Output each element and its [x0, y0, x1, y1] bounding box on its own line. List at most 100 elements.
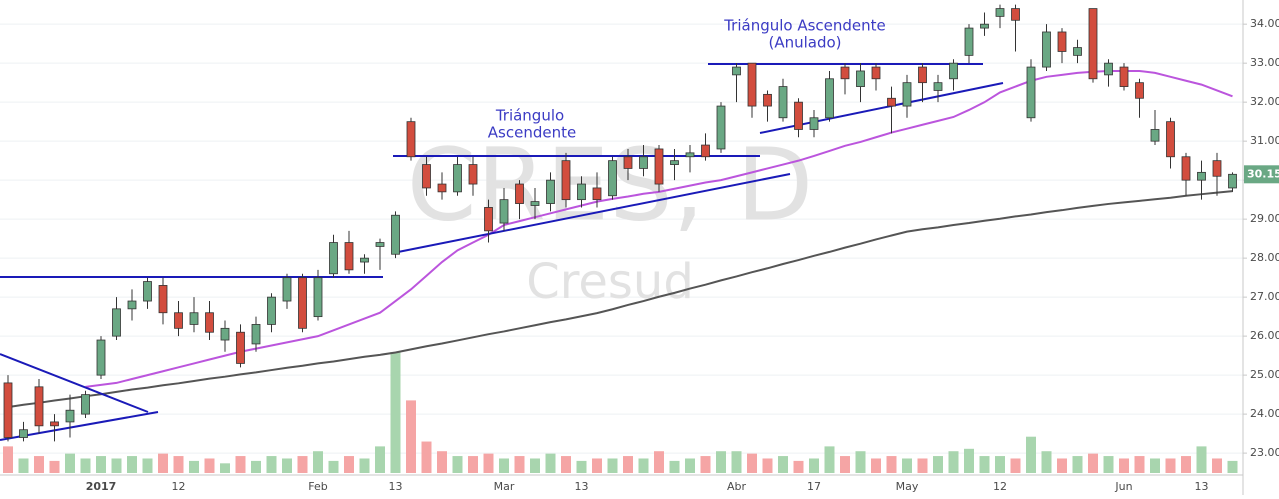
volume-bar [824, 446, 835, 473]
volume-bar [979, 456, 990, 473]
volume-bar [576, 460, 587, 473]
candle-body [670, 160, 679, 165]
volume-bar [468, 456, 478, 473]
y-tick-label: 31.00 [1250, 134, 1279, 147]
candle-body [251, 324, 261, 345]
candle-body [344, 242, 354, 271]
volume-bar [452, 456, 463, 473]
candle-body [468, 164, 478, 185]
candle-body [639, 156, 648, 169]
candle-body [3, 382, 13, 438]
candle-body [282, 277, 292, 302]
volume-bar [778, 456, 788, 473]
volume-bar [127, 456, 137, 473]
last-price-label: 30.15 [1247, 167, 1279, 180]
volume-bar [189, 460, 199, 473]
volume-bar [917, 458, 928, 473]
volume-bar [1119, 458, 1129, 473]
x-tick-label: Abr [727, 480, 747, 493]
volume-bar [220, 463, 230, 473]
y-tick-label: 34.00 [1250, 17, 1279, 30]
candle-body [949, 62, 958, 80]
candle-body [81, 394, 90, 415]
volume-bar [3, 446, 13, 473]
volume-bar [607, 458, 618, 473]
volume-bar [592, 458, 602, 473]
volume-bar [344, 456, 354, 473]
volume-bar [948, 451, 959, 473]
candle-body [19, 429, 28, 438]
candle-body [1181, 156, 1191, 181]
volume-bar [313, 451, 323, 473]
volume-bar [96, 456, 106, 473]
y-tick-label: 25.00 [1250, 368, 1279, 381]
volume-bar [328, 460, 339, 473]
candle-body [747, 62, 757, 107]
candle-body [561, 160, 571, 201]
candle-body [143, 281, 152, 302]
volume-bar [995, 456, 1005, 473]
x-tick-label: 17 [807, 480, 821, 493]
volume-bar [685, 458, 695, 473]
volume-bar [158, 453, 168, 473]
candle-body [1166, 121, 1175, 158]
candle-body [778, 86, 788, 119]
candle-body [515, 183, 524, 204]
y-tick-label: 27.00 [1250, 290, 1279, 303]
watermark-subtitle: Cresud [526, 254, 694, 310]
volume-bar [1212, 458, 1222, 473]
volume-bar [886, 456, 897, 473]
volume-bar [840, 456, 850, 473]
volume-bar [375, 446, 385, 473]
candle-body [887, 97, 896, 107]
y-tick-label: 23.00 [1250, 446, 1279, 459]
annotation: Triángulo [495, 107, 564, 125]
volume-bar [49, 460, 60, 473]
volume-bar [623, 456, 633, 473]
candle-body [34, 386, 44, 427]
volume-bar [80, 458, 91, 473]
volume-bar [251, 460, 261, 473]
candle-body [1119, 66, 1129, 87]
volume-bar [530, 458, 540, 473]
x-tick-label: 12 [172, 480, 186, 493]
candle-body [654, 148, 664, 185]
y-tick-label: 33.00 [1250, 56, 1279, 69]
volume-bar [499, 458, 509, 473]
moving-averages [7, 69, 1233, 409]
volume-bar [406, 400, 416, 473]
candle-body [329, 242, 338, 275]
candle-body [406, 121, 416, 158]
y-tick-label: 29.00 [1250, 212, 1279, 225]
annotation: (Anulado) [768, 34, 841, 52]
candle-body [577, 183, 586, 201]
candle-body [546, 179, 555, 204]
candle-body [1057, 31, 1067, 52]
volume-bar [561, 456, 571, 473]
candle-body [236, 331, 245, 364]
volume-bar [964, 448, 974, 473]
candle-body [205, 312, 214, 333]
volume-bar [654, 451, 664, 473]
volume-bar [421, 441, 432, 473]
volume-bar [855, 451, 866, 473]
y-tick-label: 32.00 [1250, 95, 1279, 108]
candle-body [453, 164, 462, 193]
volume-layer [3, 352, 1238, 473]
y-tick-label: 28.00 [1250, 251, 1279, 264]
candle-body [158, 285, 168, 314]
annotation: Triángulo Ascendente [723, 17, 886, 35]
candle-body [499, 199, 509, 224]
candle-body [422, 164, 431, 189]
candle-body [995, 8, 1005, 17]
volume-bar [1041, 451, 1052, 473]
volume-bar [1072, 456, 1083, 473]
x-tick-label: Mar [494, 480, 515, 493]
candle-body [1197, 171, 1206, 181]
volume-bar [359, 458, 370, 473]
moving-average-line [85, 69, 1233, 388]
candle-body [1026, 66, 1036, 119]
candle-body [298, 277, 307, 329]
volume-bar [747, 453, 757, 473]
candle-body [592, 187, 602, 201]
